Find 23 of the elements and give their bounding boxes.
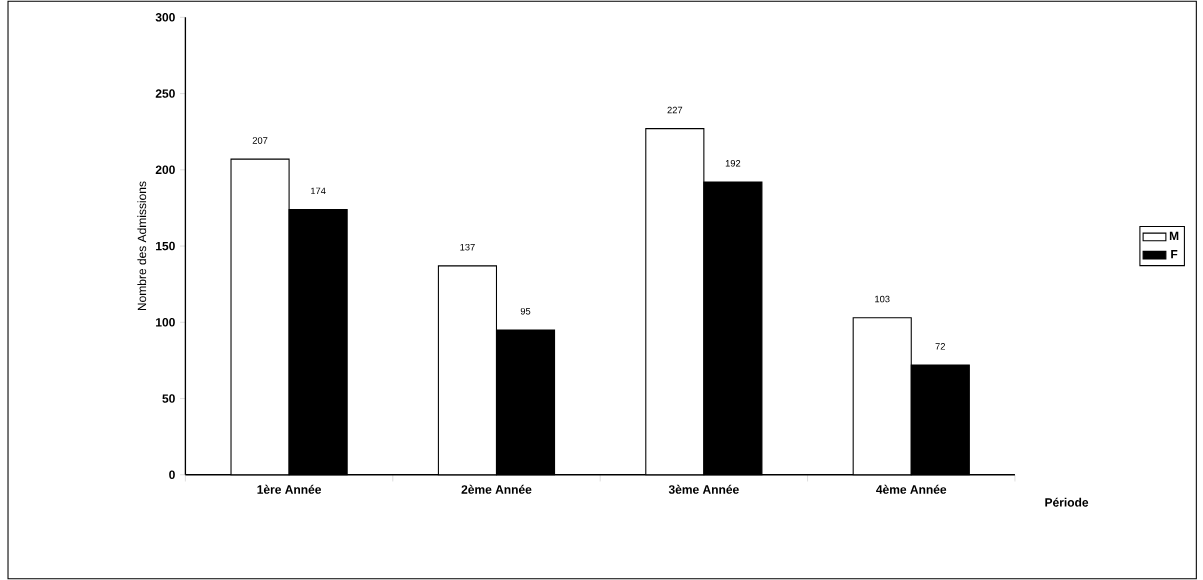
data-label: 95 bbox=[520, 307, 531, 315]
x-tick-label: 2ème Année bbox=[461, 484, 532, 494]
legend-label: F bbox=[1171, 249, 1178, 259]
x-tick-label: 1ère Année bbox=[257, 484, 322, 494]
data-label: 137 bbox=[460, 243, 475, 251]
x-axis-title: Période bbox=[1045, 497, 1089, 507]
y-tick-label: 0 bbox=[169, 470, 175, 479]
y-axis-title: Nombre des Admissions bbox=[137, 181, 147, 311]
x-tick-label: 4ème Année bbox=[876, 484, 947, 494]
y-tick-label: 150 bbox=[156, 241, 175, 251]
y-tick-label: 50 bbox=[162, 394, 175, 403]
data-label: 227 bbox=[667, 106, 683, 114]
data-label: 103 bbox=[875, 295, 890, 303]
data-label: 192 bbox=[725, 159, 741, 167]
y-tick-label: 250 bbox=[155, 89, 175, 98]
legend-label: M bbox=[1169, 231, 1179, 240]
data-label: 72 bbox=[935, 343, 946, 350]
y-tick-label: 100 bbox=[156, 317, 175, 327]
data-label: 174 bbox=[311, 187, 326, 195]
y-tick-label: 300 bbox=[155, 13, 175, 22]
data-label: 207 bbox=[252, 137, 268, 144]
y-tick-label: 200 bbox=[155, 165, 175, 175]
x-tick-label: 3ème Année bbox=[668, 484, 739, 494]
